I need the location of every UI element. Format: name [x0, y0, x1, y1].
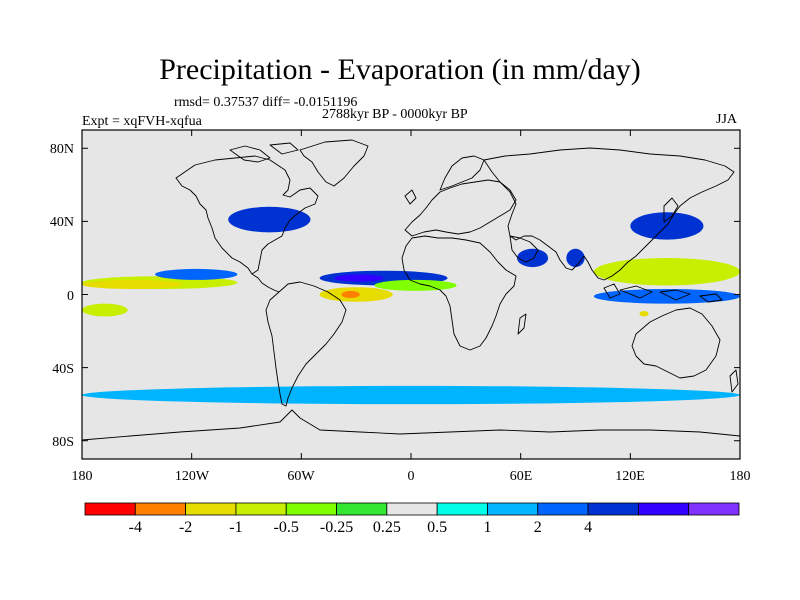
lat-tick-label: 80N — [49, 142, 74, 157]
colorbar-swatch — [436, 502, 488, 516]
coastline-north-america — [175, 155, 319, 275]
field-south-pacific-dry — [82, 303, 128, 317]
colorbar-swatch — [487, 502, 539, 516]
field-southern-ocean-wet — [82, 385, 740, 405]
colorbar-swatch — [336, 502, 388, 516]
coastline-central-america — [251, 273, 280, 293]
field-australia-nw-dry — [639, 310, 649, 317]
lat-tick-label: 80S — [52, 435, 74, 450]
period-text: 2788kyr BP - 0000kyr BP — [322, 107, 468, 122]
lon-tick-label: 180 — [71, 469, 93, 484]
experiment-label: Expt = xqFVH-xqfua — [82, 114, 202, 129]
colorbar-swatch — [637, 502, 690, 516]
coastline-new-zealand — [729, 369, 739, 393]
coastline-africa — [401, 235, 517, 351]
coastline-maritime-islands — [603, 283, 723, 303]
colorbar-swatch — [185, 502, 237, 516]
field-atlantic-dry-core — [341, 290, 360, 299]
colorbar-tick-label: -4 — [128, 519, 142, 536]
coastline-europe — [404, 179, 517, 237]
coastline-layer — [82, 139, 740, 441]
colorbar-tick-label: -1 — [229, 519, 243, 536]
lat-tick-label: 40S — [52, 362, 74, 377]
coastline-asia — [483, 147, 735, 281]
chart-title: Precipitation - Evaporation (in mm/day) — [159, 53, 641, 86]
axis-ticks — [81, 130, 741, 459]
colorbar-tick-label: 2 — [533, 519, 542, 536]
coastline-south-america — [265, 281, 347, 407]
field-east-asia-wet — [630, 212, 704, 240]
coastline-madagascar — [517, 313, 527, 335]
colorbar-swatch — [688, 502, 740, 516]
colorbar-tick-label: 0.5 — [427, 519, 448, 536]
colorbar-tick-label: -0.25 — [319, 519, 354, 536]
field-west-pacific-dry — [593, 257, 740, 286]
stats-text: rmsd= 0.37537 diff= -0.0151196 — [174, 95, 358, 110]
field-arabian-sea-wet — [517, 248, 549, 268]
colorbar-tick-label: -2 — [178, 519, 193, 536]
field-wet-east-pacific — [155, 268, 238, 280]
lat-tick-label: 40N — [49, 215, 74, 230]
field-bay-of-bengal-wet — [566, 248, 585, 268]
colorbar-swatch — [84, 502, 136, 516]
colorbar-swatch — [537, 502, 589, 516]
colorbar-swatch — [134, 502, 187, 516]
lon-tick-label: 120W — [174, 469, 210, 484]
lon-tick-label: 60E — [509, 469, 533, 484]
coastline-arabia — [509, 235, 539, 263]
coastline-british-isles — [404, 189, 417, 205]
season-label: JJA — [716, 112, 738, 127]
colorbar-tick-label: 0.25 — [372, 519, 401, 536]
field-dry-central-pacific-band — [82, 279, 183, 290]
lon-tick-label: 0 — [407, 469, 415, 484]
field-maritime-wet — [593, 289, 740, 304]
colorbar-tick-label: 4 — [584, 519, 593, 536]
field-north-atlantic-storm-track — [228, 206, 311, 233]
colorbar-tick-label: -0.5 — [273, 519, 299, 536]
field-layer — [82, 206, 740, 405]
colorbar-swatch — [386, 502, 438, 516]
coastline-arctic-islands — [229, 142, 299, 163]
colorbar-swatch — [235, 502, 287, 516]
field-atlantic-itcz-core — [334, 274, 384, 282]
colorbar-swatch — [285, 502, 337, 516]
colorbar-swatch — [587, 502, 639, 516]
coastline-antarctica — [82, 409, 740, 441]
colorbar-tick-label: 1 — [483, 519, 492, 536]
coastline-japan — [663, 197, 679, 223]
lat-tick-label: 0 — [67, 289, 74, 304]
lon-tick-label: 120E — [615, 469, 645, 484]
coastline-greenland — [299, 139, 369, 187]
lon-tick-label: 60W — [287, 469, 315, 484]
coastline-australia — [631, 307, 721, 379]
lon-tick-label: 180 — [729, 469, 751, 484]
